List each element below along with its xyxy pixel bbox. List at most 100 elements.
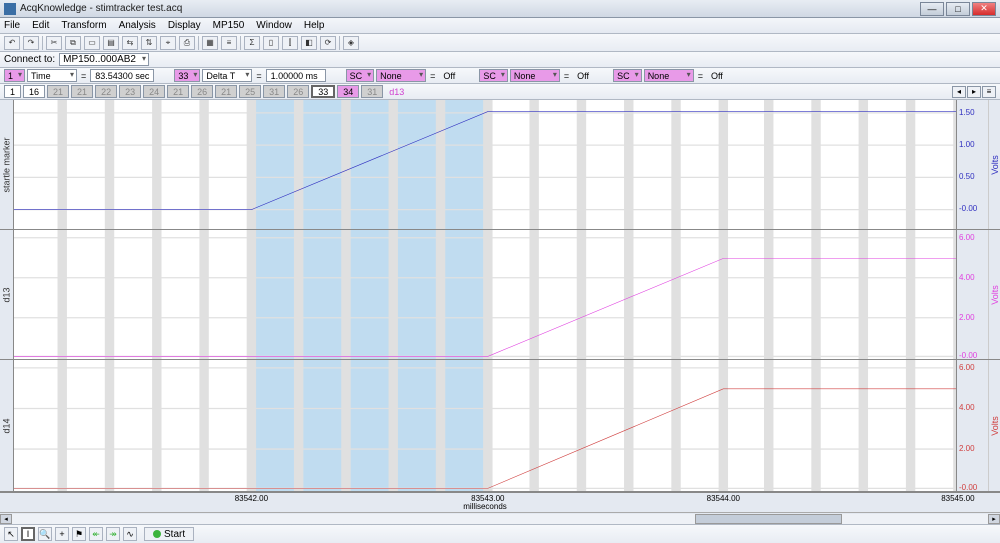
separator xyxy=(240,36,241,50)
menu-transform[interactable]: Transform xyxy=(61,20,106,31)
y-label-1: d13 xyxy=(2,287,12,302)
channel-tab-34[interactable]: 34 xyxy=(337,85,359,98)
measure-ch-3[interactable]: SC xyxy=(479,69,508,82)
jump-fwd[interactable]: ↠ xyxy=(106,527,120,541)
channel-tab-26[interactable]: 26 xyxy=(191,85,213,98)
menu-mp150[interactable]: MP150 xyxy=(213,20,245,31)
measure-ch-1[interactable]: 33 xyxy=(174,69,200,82)
close-button[interactable]: ✕ xyxy=(972,2,996,16)
connect-label: Connect to: xyxy=(4,54,55,65)
tool-k[interactable]: ◧ xyxy=(301,36,317,50)
y-label-0: startle marker xyxy=(2,137,12,192)
tool-f[interactable]: ⎙ xyxy=(179,36,195,50)
channel-tab-21[interactable]: 21 xyxy=(215,85,237,98)
tool-d[interactable]: ⇅ xyxy=(141,36,157,50)
tool-l[interactable]: ⟳ xyxy=(320,36,336,50)
channel-tab-33[interactable]: 33 xyxy=(311,85,335,98)
plot-2[interactable] xyxy=(14,360,956,491)
channel-tab-31[interactable]: 31 xyxy=(361,85,383,98)
channel-tab-31[interactable]: 31 xyxy=(263,85,285,98)
tool-redo[interactable]: ↷ xyxy=(23,36,39,50)
measure-ch-0[interactable]: 1 xyxy=(4,69,25,82)
minimize-button[interactable]: — xyxy=(920,2,944,16)
y-axis-2: 6.004.002.00-0.00 xyxy=(956,360,988,491)
tool-j[interactable]: ⫿ xyxy=(282,36,298,50)
scroll-right[interactable]: ▸ xyxy=(988,514,1000,524)
channel-tab-26[interactable]: 26 xyxy=(287,85,309,98)
tool-undo[interactable]: ↶ xyxy=(4,36,20,50)
channel-tab-16[interactable]: 16 xyxy=(23,85,45,98)
tool-e[interactable]: ⌖ xyxy=(160,36,176,50)
measure-val-3[interactable]: Off xyxy=(573,69,593,82)
menu-display[interactable]: Display xyxy=(168,20,201,31)
measure-val-1[interactable]: 1.00000 ms xyxy=(266,69,326,82)
main-toolbar: ↶ ↷ ✂ ⧉ ▭ ▤ ⇆ ⇅ ⌖ ⎙ ▦ ≡ Σ ▯ ⫿ ◧ ⟳ ◈ xyxy=(0,34,1000,52)
jump-back[interactable]: ↞ xyxy=(89,527,103,541)
zoom-tool[interactable]: 🔍 xyxy=(38,527,52,541)
y-label-2: d14 xyxy=(2,418,12,433)
add-tool[interactable]: + xyxy=(55,527,69,541)
tool-c[interactable]: ⇆ xyxy=(122,36,138,50)
measure-kind-4[interactable]: None xyxy=(644,69,694,82)
y-unit-2: Volts xyxy=(990,416,1000,436)
channel-tab-24[interactable]: 24 xyxy=(143,85,165,98)
channel-tab-25[interactable]: 25 xyxy=(239,85,261,98)
menu-file[interactable]: File xyxy=(4,20,20,31)
chart-panel-0: startle marker 1.501.000.50-0.00Volts xyxy=(0,100,1000,230)
start-label: Start xyxy=(164,529,185,540)
ibeam-tool[interactable]: I xyxy=(21,527,35,541)
connect-select[interactable]: MP150..000AB2 xyxy=(59,53,149,66)
menu-edit[interactable]: Edit xyxy=(32,20,49,31)
measure-val-4[interactable]: Off xyxy=(707,69,727,82)
measure-kind-2[interactable]: None xyxy=(376,69,426,82)
channel-tab-22[interactable]: 22 xyxy=(95,85,117,98)
y-unit-0: Volts xyxy=(990,155,1000,175)
scroll-track[interactable] xyxy=(12,514,988,524)
nav-menu[interactable]: ≡ xyxy=(982,86,996,98)
scroll-left[interactable]: ◂ xyxy=(0,514,12,524)
measure-ch-2[interactable]: SC xyxy=(346,69,375,82)
channel-tab-21[interactable]: 21 xyxy=(47,85,69,98)
measure-ch-4[interactable]: SC xyxy=(613,69,642,82)
channel-tab-21[interactable]: 21 xyxy=(71,85,93,98)
start-button[interactable]: Start xyxy=(144,527,194,541)
tool-b[interactable]: ▤ xyxy=(103,36,119,50)
channel-tab-21[interactable]: 21 xyxy=(167,85,189,98)
window-title: AcqKnowledge - stimtracker test.acq xyxy=(20,3,920,14)
tool-sum[interactable]: Σ xyxy=(244,36,260,50)
wave-tool[interactable]: ∿ xyxy=(123,527,137,541)
plot-0[interactable] xyxy=(14,100,956,229)
scroll-thumb[interactable] xyxy=(695,514,841,524)
h-scrollbar[interactable]: ◂ ▸ xyxy=(0,512,1000,524)
chart-panel-1: d136.004.002.00-0.00Volts xyxy=(0,230,1000,360)
y-axis-0: 1.501.000.50-0.00 xyxy=(956,100,988,229)
nav-next[interactable]: ▸ xyxy=(967,86,981,98)
cursor-tool[interactable]: ↖ xyxy=(4,527,18,541)
tool-g[interactable]: ▦ xyxy=(202,36,218,50)
nav-prev[interactable]: ◂ xyxy=(952,86,966,98)
tool-cut[interactable]: ✂ xyxy=(46,36,62,50)
tool-copy[interactable]: ⧉ xyxy=(65,36,81,50)
separator xyxy=(42,36,43,50)
tool-a[interactable]: ▭ xyxy=(84,36,100,50)
tool-m[interactable]: ◈ xyxy=(343,36,359,50)
measure-kind-3[interactable]: None xyxy=(510,69,560,82)
x-axis: milliseconds 83542.0083543.0083544.00835… xyxy=(0,492,1000,512)
measure-val-2[interactable]: Off xyxy=(439,69,459,82)
measure-val-0[interactable]: 83.54300 sec xyxy=(90,69,154,82)
tool-h[interactable]: ≡ xyxy=(221,36,237,50)
x-axis-label: milliseconds xyxy=(463,502,507,511)
measure-kind-0[interactable]: Time xyxy=(27,69,77,82)
event-tool[interactable]: ⚑ xyxy=(72,527,86,541)
menu-analysis[interactable]: Analysis xyxy=(119,20,156,31)
chart-area: startle marker1.501.000.50-0.00Voltsd136… xyxy=(0,100,1000,492)
menu-help[interactable]: Help xyxy=(304,20,325,31)
maximize-button[interactable]: □ xyxy=(946,2,970,16)
measure-kind-1[interactable]: Delta T xyxy=(202,69,252,82)
channel-tab-1[interactable]: 1 xyxy=(4,85,21,98)
channel-tab-23[interactable]: 23 xyxy=(119,85,141,98)
tool-i[interactable]: ▯ xyxy=(263,36,279,50)
separator xyxy=(198,36,199,50)
plot-1[interactable] xyxy=(14,230,956,359)
menu-window[interactable]: Window xyxy=(256,20,292,31)
